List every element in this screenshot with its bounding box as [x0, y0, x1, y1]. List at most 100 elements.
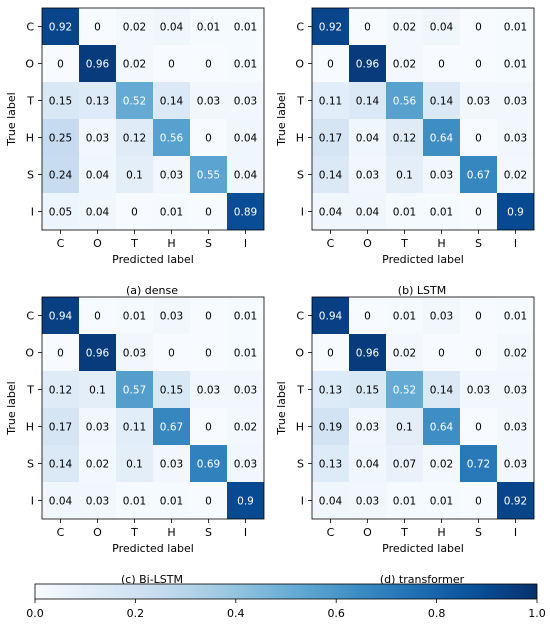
heatmap-cell: [460, 408, 497, 445]
heatmap-cell: [116, 193, 153, 230]
cell-value-label: 0.03: [197, 385, 220, 397]
heatmap-cell: [349, 82, 386, 119]
heatmap-cell: [227, 445, 264, 482]
heatmap-cell: [190, 82, 227, 119]
x-tick-label: T: [130, 526, 138, 539]
cell-value-label: 0: [475, 348, 482, 360]
cell-value-label: 0.94: [49, 311, 73, 323]
cell-value-label: 0.04: [319, 496, 343, 508]
y-axis-label: True label: [275, 92, 288, 146]
heatmap-cell: [153, 156, 190, 193]
cell-value-label: 0: [94, 22, 101, 34]
cell-value-label: 0.94: [319, 311, 343, 323]
heatmap-cell: [497, 482, 534, 519]
y-tick-label: H: [26, 132, 34, 145]
cell-value-label: 0.19: [319, 422, 342, 434]
x-tick-label: O: [363, 526, 372, 539]
heatmap-cell: [312, 119, 349, 156]
heatmap-cell: [497, 8, 534, 45]
heatmap-cell: [349, 445, 386, 482]
heatmap-cell: [227, 297, 264, 334]
cell-value-label: 0.12: [123, 133, 146, 145]
cell-value-label: 0.01: [234, 348, 257, 360]
heatmap-cell: [349, 334, 386, 371]
heatmap-cell: [79, 482, 116, 519]
cell-value-label: 0: [57, 348, 64, 360]
y-tick-label: T: [296, 95, 304, 108]
confusion-matrix-panel: 0.92 0 0.02 0.04 0 0.01 0 0.96 0.02 0 0 0.01 0.11 0.1…: [275, 7, 535, 297]
y-axis-label: True label: [275, 381, 288, 435]
confusion-matrix-panel: 0.94 0 0.01 0.03 0 0.01 0 0.96 0.03 0 0 0.01 0.12 0.1…: [5, 296, 265, 586]
x-axis-label: Predicted label: [382, 542, 464, 555]
cell-value-label: 0.67: [467, 170, 490, 182]
heatmap-cell: [79, 371, 116, 408]
y-tick-label: S: [27, 458, 34, 471]
cell-value-label: 0.92: [504, 496, 527, 508]
heatmap-cell: [227, 156, 264, 193]
cell-value-label: 0.07: [393, 459, 416, 471]
cell-value-label: 0.1: [126, 459, 143, 471]
x-tick-label: H: [437, 237, 445, 250]
cell-value-label: 0.14: [160, 96, 184, 108]
cell-value-label: 0.03: [356, 496, 379, 508]
heatmap-cell: [423, 119, 460, 156]
y-tick-label: T: [296, 384, 304, 397]
cell-value-label: 0.96: [86, 59, 110, 71]
heatmap-cell: [42, 156, 79, 193]
heatmap-cell: [423, 156, 460, 193]
heatmap-cell: [190, 408, 227, 445]
heatmap-cell: [497, 82, 534, 119]
cell-value-label: 0.04: [49, 496, 73, 508]
heatmap-cell: [42, 482, 79, 519]
cell-value-label: 0.01: [234, 59, 257, 71]
cell-value-label: 0.02: [430, 459, 453, 471]
cell-value-label: 0.9: [507, 207, 524, 219]
cell-value-label: 0.55: [197, 170, 220, 182]
cell-value-label: 0.02: [86, 459, 109, 471]
cell-value-label: 0: [94, 311, 101, 323]
heatmap-cell: [497, 45, 534, 82]
heatmap-cell: [460, 156, 497, 193]
heatmap-cell: [423, 45, 460, 82]
cell-value-label: 0.14: [430, 385, 454, 397]
heatmap-cell: [153, 193, 190, 230]
cell-value-label: 0.01: [393, 311, 416, 323]
x-tick-label: O: [93, 526, 102, 539]
x-tick-label: T: [400, 237, 408, 250]
cell-value-label: 0.15: [49, 96, 72, 108]
heatmap-cell: [190, 334, 227, 371]
heatmap-cell: [460, 297, 497, 334]
heatmap-cell: [227, 408, 264, 445]
x-tick-label: C: [57, 526, 65, 539]
cell-value-label: 0.03: [123, 348, 146, 360]
plot-frame: [41, 296, 265, 520]
heatmap-cell: [190, 193, 227, 230]
plot-frame: [41, 7, 265, 231]
x-axis-label: Predicted label: [112, 253, 194, 266]
cell-value-label: 0.01: [197, 22, 220, 34]
cell-value-label: 0.64: [430, 133, 454, 145]
x-tick-label: O: [93, 237, 102, 250]
cell-value-label: 0.14: [430, 96, 454, 108]
heatmap-cell: [153, 371, 190, 408]
heatmap-cell: [386, 482, 423, 519]
cell-value-label: 0.92: [49, 22, 72, 34]
x-axis-label: Predicted label: [112, 542, 194, 555]
y-tick-label: T: [26, 384, 34, 397]
cell-value-label: 0.13: [86, 96, 109, 108]
heatmap-cell: [190, 45, 227, 82]
heatmap-cell: [312, 334, 349, 371]
y-tick-label: O: [295, 347, 304, 360]
y-tick-label: T: [26, 95, 34, 108]
cell-value-label: 0.14: [319, 170, 343, 182]
cell-value-label: 0.03: [86, 422, 109, 434]
y-tick-label: S: [297, 458, 304, 471]
cell-value-label: 0.17: [49, 422, 72, 434]
cell-value-label: 0.03: [430, 311, 453, 323]
cell-value-label: 0: [205, 133, 212, 145]
cell-value-label: 0.03: [160, 459, 183, 471]
cell-value-label: 0.64: [430, 422, 454, 434]
cell-value-label: 0: [205, 348, 212, 360]
heatmap-cell: [116, 45, 153, 82]
cell-value-label: 0.02: [504, 170, 527, 182]
